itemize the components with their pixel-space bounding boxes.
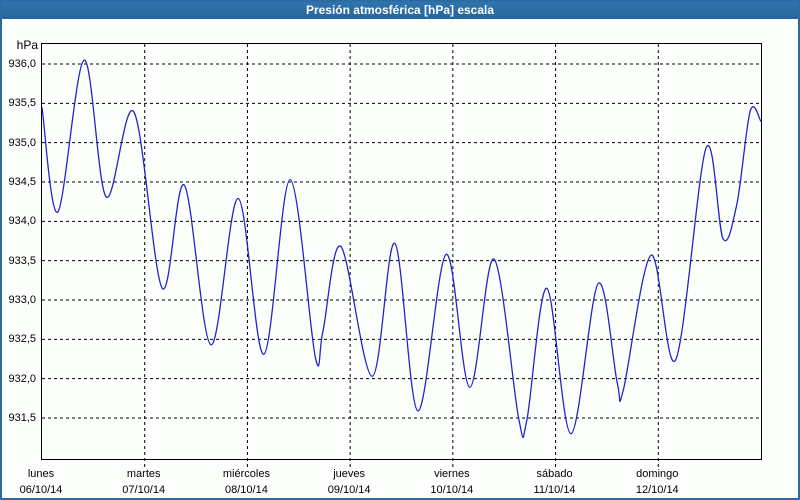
day-date: 06/10/14 [19,484,63,496]
y-tick-label: 934,5 [8,175,36,188]
pressure-line-chart [41,44,762,467]
y-tick-label: 934,0 [8,215,36,228]
day-date: 08/10/14 [225,484,268,496]
day-date: 11/10/14 [533,484,576,496]
y-tick-label: 935,5 [8,97,36,110]
y-tick-label: 935,0 [8,136,36,149]
y-tick-label: 933,5 [8,254,36,267]
day-name: lunes [27,468,55,480]
day-date: 07/10/14 [122,484,166,496]
day-name: viernes [434,468,470,480]
y-tick-label: 933,0 [8,293,36,306]
y-tick-label: 932,5 [8,333,36,346]
day-name: miércoles [222,468,270,480]
chart-title-bar: Presión atmosférica [hPa] escala [2,2,798,19]
x-day-label: lunes 06/10/14 [2,466,93,498]
day-date: 10/10/14 [430,484,474,496]
x-day-label: domingo 12/10/14 [605,466,709,498]
y-tick-label: 936,0 [8,58,36,70]
day-date: 09/10/14 [327,484,371,496]
x-day-label: jueves 09/10/14 [297,466,401,498]
plot-area [41,43,762,467]
y-tick-label: 931,5 [8,411,36,424]
day-name: sábado [536,468,573,480]
day-name: martes [126,468,161,480]
pressure-series-line [41,59,762,439]
x-day-label: martes 07/10/14 [92,466,196,498]
y-tick-label: 932,0 [8,372,36,385]
y-axis-unit-label: hPa [16,38,38,52]
day-date: 12/10/14 [635,484,679,496]
chart-title: Presión atmosférica [hPa] escala [305,3,495,17]
x-day-label: miércoles 08/10/14 [194,466,298,498]
x-day-label: viernes 10/10/14 [400,466,504,498]
day-name: domingo [636,468,679,480]
day-name: jueves [333,468,366,480]
x-day-label: sábado 11/10/14 [503,466,607,498]
